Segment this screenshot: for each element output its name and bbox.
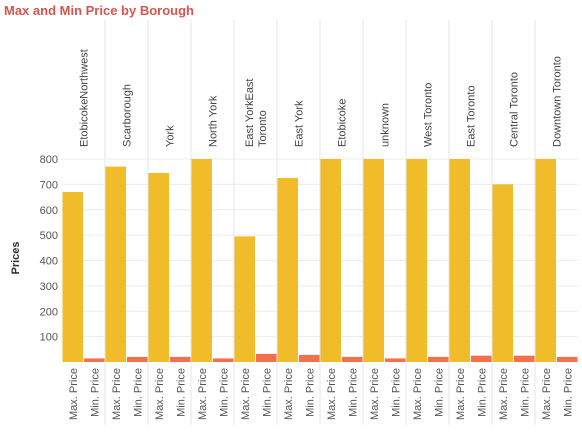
y-tick-label: 200: [40, 306, 58, 318]
measure-label: Max. Price: [412, 368, 424, 420]
category-label: unknown: [380, 103, 392, 147]
bar-max-price[interactable]: [105, 166, 127, 362]
measure-label: Max. Price: [111, 368, 123, 420]
bar-min-price[interactable]: [557, 356, 578, 362]
y-axis-ticks: 100 200 300 400 500 600 700 800: [40, 154, 58, 344]
measure-labels: Max. Price Min. Price Max. Price Min. Price…: [68, 368, 575, 420]
y-tick-label: 500: [40, 230, 58, 242]
bar-max-price[interactable]: [191, 159, 213, 362]
measure-label: Max. Price: [498, 368, 510, 420]
bar-min-price[interactable]: [514, 355, 535, 362]
category-label: Central Toronto: [509, 72, 521, 147]
measure-label: Max. Price: [369, 368, 381, 420]
measure-label: Max. Price: [154, 368, 166, 420]
y-tick-label: 400: [40, 256, 58, 268]
measure-label: Min. Price: [562, 368, 574, 417]
measure-label: Max. Price: [240, 368, 252, 420]
bar-max-price[interactable]: [535, 159, 557, 362]
bar-max-price[interactable]: [320, 159, 342, 362]
category-label: North York: [208, 95, 220, 147]
bars: [62, 159, 578, 362]
bar-min-price[interactable]: [385, 358, 406, 362]
category-label: East Toronto: [466, 85, 478, 147]
bar-max-price[interactable]: [363, 159, 385, 362]
measure-label: Min. Price: [433, 368, 445, 417]
chart-title: Max and Min Price by Borough: [4, 3, 194, 18]
category-label: Toronto: [257, 110, 269, 147]
measure-label: Min. Price: [304, 368, 316, 417]
category-labels: EtobicokeNorthwest Scarborough York North Y…: [79, 49, 564, 147]
y-tick-label: 100: [40, 332, 58, 344]
bar-max-price[interactable]: [277, 178, 299, 362]
bar-min-price[interactable]: [127, 356, 148, 362]
y-tick-label: 600: [40, 205, 58, 217]
measure-label: Min. Price: [519, 368, 531, 417]
category-label: East YorkEast: [244, 79, 256, 148]
y-tick-label: 800: [40, 154, 58, 166]
bar-max-price[interactable]: [62, 191, 84, 362]
measure-label: Min. Price: [132, 368, 144, 417]
measure-label: Min. Price: [476, 368, 488, 417]
y-axis-label: Prices: [10, 241, 22, 274]
measure-label: Max. Price: [455, 368, 467, 420]
y-tick-label: 700: [40, 179, 58, 191]
category-label: Downtown Toronto: [552, 56, 564, 147]
measure-label: Min. Price: [218, 368, 230, 417]
measure-label: Max. Price: [68, 368, 80, 420]
measure-label: Min. Price: [175, 368, 187, 417]
bar-min-price[interactable]: [84, 358, 105, 362]
category-separators: [104, 20, 536, 425]
bar-min-price[interactable]: [299, 354, 320, 362]
bar-min-price[interactable]: [256, 353, 277, 362]
bar-min-price[interactable]: [170, 356, 191, 362]
bar-max-price[interactable]: [234, 236, 256, 362]
category-label: EtobicokeNorthwest: [79, 49, 91, 147]
measure-label: Min. Price: [390, 368, 402, 417]
bar-max-price[interactable]: [449, 159, 471, 362]
measure-label: Min. Price: [347, 368, 359, 417]
category-label: East York: [294, 100, 306, 147]
measure-label: Max. Price: [197, 368, 209, 420]
category-label: Etobicoke: [337, 99, 349, 147]
y-tick-label: 300: [40, 281, 58, 293]
bar-max-price[interactable]: [492, 184, 514, 362]
measure-label: Min. Price: [89, 368, 101, 417]
category-label: West Toronto: [423, 83, 435, 147]
bar-min-price[interactable]: [428, 356, 449, 362]
measure-label: Max. Price: [326, 368, 338, 420]
bar-max-price[interactable]: [148, 172, 170, 362]
measure-label: Max. Price: [283, 368, 295, 420]
category-label: York: [165, 125, 177, 147]
bar-max-price[interactable]: [406, 159, 428, 362]
category-label: Scarborough: [122, 84, 134, 147]
bar-min-price[interactable]: [342, 356, 363, 362]
measure-label: Max. Price: [541, 368, 553, 420]
bar-min-price[interactable]: [213, 358, 234, 362]
measure-label: Min. Price: [261, 368, 273, 417]
bar-min-price[interactable]: [471, 355, 492, 362]
